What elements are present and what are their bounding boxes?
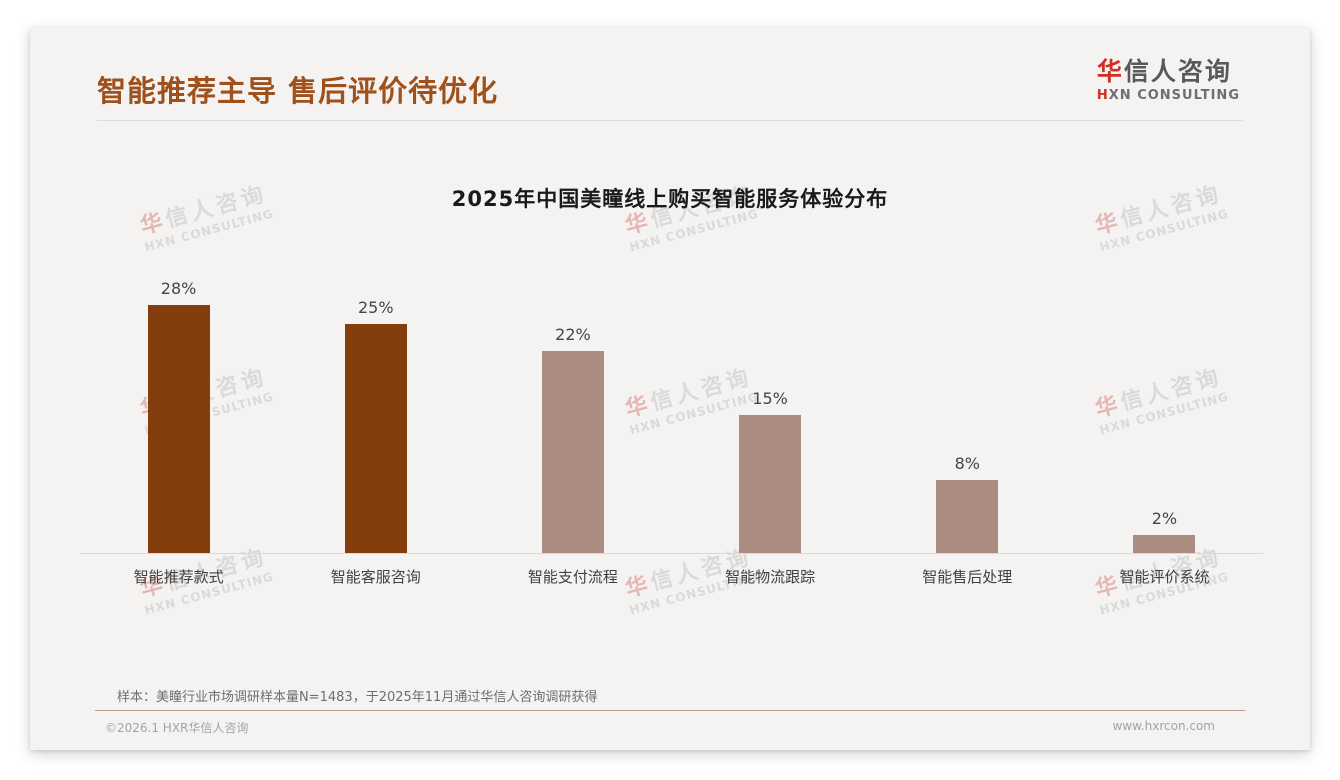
logo-sub-red-char: H bbox=[1096, 87, 1109, 103]
bar-column: 28% bbox=[80, 279, 277, 553]
sample-footnote: 样本：美瞳行业市场调研样本量N=1483，于2025年11月通过华信人咨询调研获… bbox=[117, 690, 598, 705]
bar-rect bbox=[344, 324, 407, 553]
category-axis-labels: 智能推荐款式 智能客服咨询 智能支付流程 智能物流跟踪 智能售后处理 智能评价系统 bbox=[80, 566, 1263, 587]
logo-main-gray-text: 信人咨询 bbox=[1123, 57, 1232, 86]
bar-column: 22% bbox=[474, 279, 671, 553]
footer-divider bbox=[95, 710, 1245, 711]
category-label: 智能客服咨询 bbox=[330, 568, 421, 586]
category-label: 智能推荐款式 bbox=[133, 568, 224, 586]
bar-value-label: 2% bbox=[1151, 509, 1178, 528]
bar-value-label: 28% bbox=[160, 279, 197, 298]
chart-title: 2025年中国美瞳线上购买智能服务体验分布 bbox=[451, 187, 889, 211]
bar-rect bbox=[541, 351, 604, 553]
category-label: 智能物流跟踪 bbox=[725, 568, 816, 586]
bar-column: 2% bbox=[1066, 279, 1263, 553]
category-label: 智能售后处理 bbox=[922, 568, 1013, 586]
bar-value-label: 8% bbox=[954, 454, 980, 473]
bar-chart-plot-area: 28% 25% 22% 15% 8% 2% bbox=[80, 279, 1263, 554]
bar-column: 25% bbox=[277, 279, 474, 553]
logo-sub-text: HXN CONSULTING bbox=[1097, 88, 1240, 103]
category-label: 智能支付流程 bbox=[527, 568, 618, 586]
logo-main-text: 华信人咨询 bbox=[1097, 58, 1240, 86]
copyright-text: ©2026.1 HXR华信人咨询 bbox=[105, 721, 249, 735]
bar-rect bbox=[147, 305, 210, 553]
bar-value-label: 22% bbox=[555, 325, 591, 344]
logo-main-red-char: 华 bbox=[1096, 57, 1124, 86]
logo-sub-gray-text: XN CONSULTING bbox=[1108, 87, 1240, 103]
bar-rect bbox=[739, 415, 802, 553]
bar-rect bbox=[936, 480, 999, 553]
company-logo: 华信人咨询 HXN CONSULTING bbox=[1097, 58, 1240, 103]
slide-card: 华信人咨询 HXN CONSULTING 华信人咨询 HXN CONSULTING 华信… bbox=[30, 28, 1310, 750]
website-text: www.hxrcon.com bbox=[1112, 719, 1215, 733]
page-title: 智能推荐主导 售后评价待优化 bbox=[97, 74, 499, 108]
bar-value-label: 25% bbox=[357, 298, 394, 317]
header-divider bbox=[97, 120, 1243, 121]
bar-column: 15% bbox=[672, 279, 869, 553]
bar-rect bbox=[1133, 535, 1196, 553]
bar-value-label: 15% bbox=[752, 389, 788, 408]
category-label: 智能评价系统 bbox=[1119, 568, 1210, 586]
bar-column: 8% bbox=[869, 279, 1066, 553]
